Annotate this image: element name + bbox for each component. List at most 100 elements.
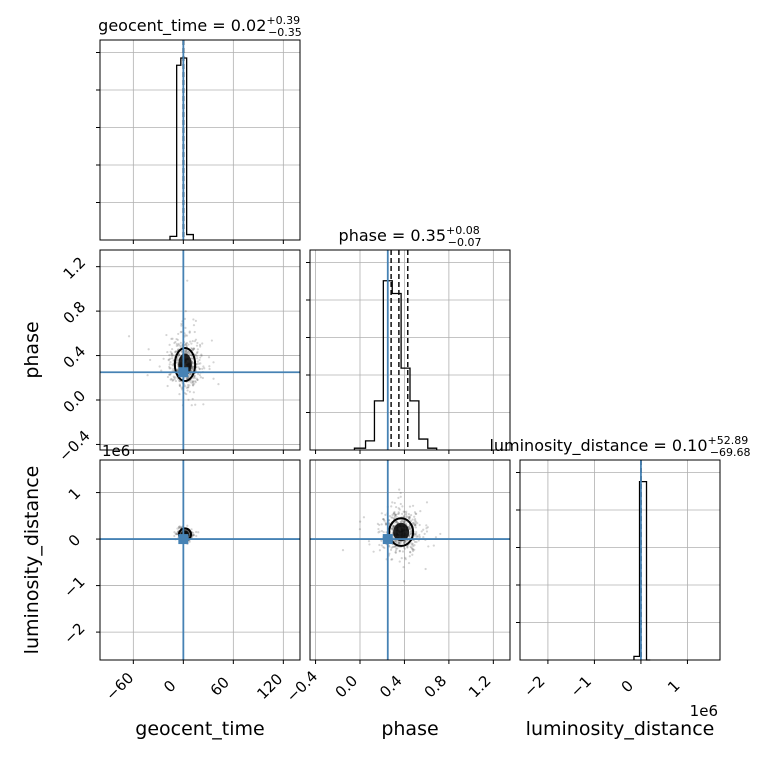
sample-point: [176, 356, 179, 360]
sample-point: [176, 368, 179, 372]
sample-point: [170, 337, 173, 341]
sample-point: [200, 353, 203, 356]
sample-point: [200, 354, 203, 357]
sample-point: [166, 384, 169, 388]
panel-phase-vs-luminosity_distance: [309, 459, 511, 664]
sample-point: [174, 532, 177, 535]
sample-point: [408, 505, 412, 508]
sample-point: [411, 542, 414, 546]
sample-point: [170, 353, 173, 356]
sample-point: [427, 545, 430, 548]
x-tick-label: 0.4: [376, 672, 406, 702]
truth-marker: [382, 534, 393, 545]
sample-point: [165, 333, 168, 337]
sample-point: [201, 367, 204, 370]
sample-point: [391, 516, 394, 519]
sample-point: [391, 527, 394, 530]
sample-point: [395, 547, 398, 550]
sample-point: [195, 354, 199, 357]
sample-point: [197, 531, 200, 534]
sample-point: [394, 505, 398, 509]
sample-point: [208, 365, 211, 368]
sample-point: [394, 513, 397, 516]
sample-point: [146, 374, 149, 377]
sample-point: [193, 330, 196, 334]
sample-point: [411, 548, 415, 551]
sample-point: [403, 510, 406, 513]
title-luminosity_distance: luminosity_distance = 0.10+52.89 −69.68: [489, 434, 750, 459]
sample-point: [393, 514, 396, 517]
sample-point: [383, 519, 386, 522]
sample-point: [179, 346, 182, 349]
sample-point: [392, 545, 395, 548]
sample-point: [416, 522, 419, 525]
sample-point: [418, 535, 421, 539]
sample-point: [408, 526, 411, 529]
sample-point: [368, 543, 371, 546]
sample-point: [192, 534, 195, 537]
sample-point: [398, 542, 401, 545]
sample-point: [414, 522, 417, 525]
sample-point: [409, 519, 413, 523]
x-tick-label: 120: [253, 670, 286, 703]
sample-point: [422, 535, 425, 539]
sample-point: [402, 541, 405, 545]
sample-point: [177, 354, 180, 357]
sample-point: [170, 352, 173, 355]
sample-point: [184, 349, 188, 352]
sample-point: [415, 531, 418, 534]
sample-point: [173, 534, 176, 538]
sample-point: [404, 539, 407, 542]
sample-point: [196, 348, 200, 351]
truth-marker: [178, 534, 189, 545]
sample-point: [408, 515, 411, 518]
sample-point: [189, 372, 192, 376]
sample-point: [402, 520, 405, 524]
x-axis-label-geocent_time: geocent_time: [135, 718, 264, 740]
sample-point: [414, 520, 418, 523]
sample-point: [390, 528, 393, 531]
contour-outer: [388, 517, 415, 547]
sample-point: [390, 558, 393, 561]
sample-point: [198, 367, 201, 371]
sample-point: [393, 512, 396, 515]
sample-point: [341, 549, 345, 552]
sample-point: [408, 536, 411, 539]
sample-point: [388, 522, 391, 525]
sample-point: [395, 520, 398, 523]
sample-point: [175, 344, 178, 347]
sample-point: [425, 501, 429, 504]
sample-point: [402, 566, 405, 569]
sample-point: [190, 528, 193, 531]
sample-point: [171, 369, 174, 372]
sample-point: [166, 375, 170, 379]
sample-point: [413, 534, 416, 537]
sample-point: [197, 372, 200, 376]
sample-point: [201, 376, 204, 380]
sample-point: [424, 567, 427, 571]
sample-point: [403, 540, 406, 544]
sample-point: [187, 398, 190, 401]
sample-point: [383, 546, 386, 550]
panel-frame: [309, 459, 511, 661]
sample-point: [169, 378, 172, 381]
sample-point: [408, 517, 411, 521]
sample-point: [177, 344, 180, 347]
histogram-geocent_time: [169, 57, 194, 240]
sample-point: [380, 529, 383, 533]
sample-point: [174, 350, 178, 353]
sample-point: [208, 367, 211, 371]
sample-point: [168, 343, 171, 346]
sample-point: [207, 356, 211, 359]
sample-point: [402, 510, 405, 513]
sample-point: [188, 384, 191, 387]
sample-point: [394, 551, 397, 554]
sample-point: [212, 377, 215, 380]
sample-point: [397, 512, 401, 515]
sample-point: [197, 366, 200, 369]
sample-point: [382, 545, 385, 549]
contour-inner: [393, 522, 410, 542]
sample-point: [198, 343, 202, 347]
sample-point: [194, 353, 197, 357]
sample-point: [394, 539, 397, 543]
